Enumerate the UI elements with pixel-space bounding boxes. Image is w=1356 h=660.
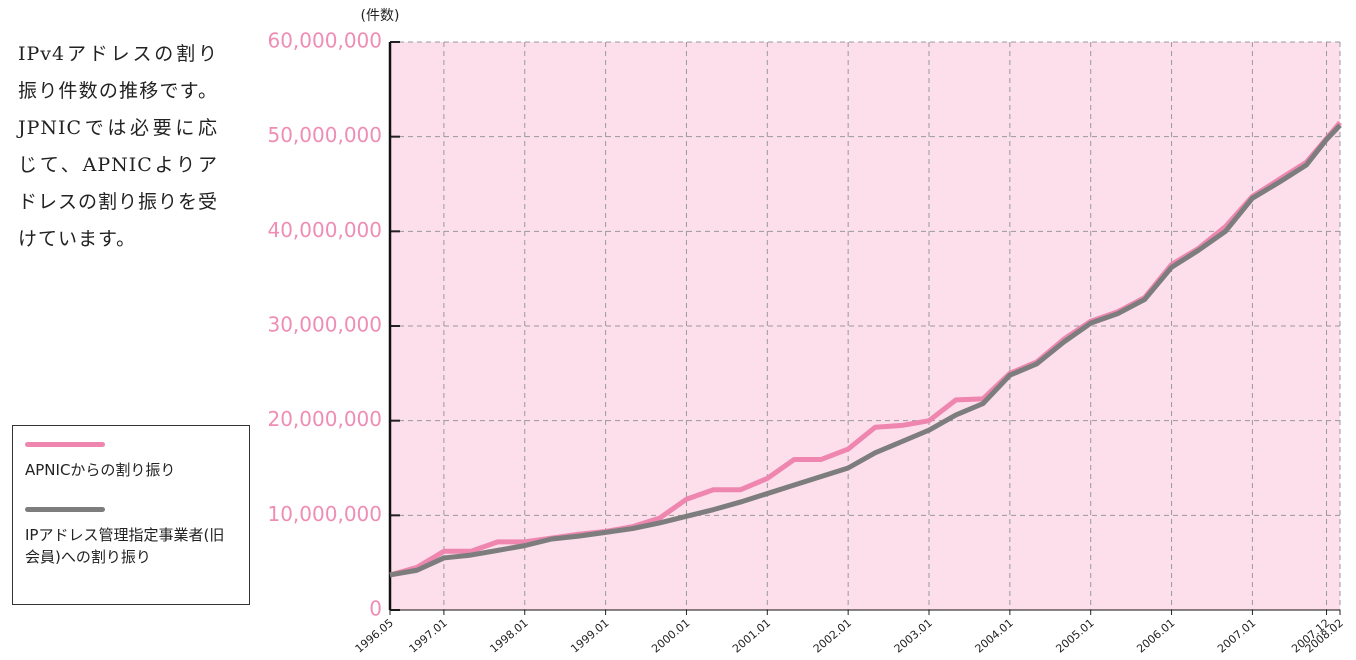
x-tick-label: 1999.01 [568, 616, 611, 655]
y-axis-label: (件数) [361, 8, 400, 24]
x-tick-label: 2005.01 [1053, 616, 1096, 655]
y-tick-label: 0 [369, 597, 382, 621]
legend-label: APNICからの割り振り [25, 461, 176, 479]
x-tick-label: 2001.01 [730, 616, 773, 655]
x-tick-label: 1996.05 [353, 616, 396, 655]
x-tick-label: 2006.01 [1134, 616, 1177, 655]
y-tick-label: 10,000,000 [267, 502, 382, 526]
x-tick-label: 1998.01 [487, 616, 530, 655]
legend-swatch [25, 442, 105, 447]
y-tick-label: 30,000,000 [267, 313, 382, 337]
legend-item: APNICからの割り振り [25, 442, 237, 481]
x-tick-label: 2000.01 [649, 616, 692, 655]
legend-item: IPアドレス管理指定事業者(旧会員)への割り振り [25, 507, 237, 568]
x-tick-label: 1997.01 [407, 616, 450, 655]
y-tick-label: 50,000,000 [267, 123, 382, 147]
y-tick-label: 20,000,000 [267, 407, 382, 431]
x-tick-label: 2002.01 [811, 616, 854, 655]
x-tick-label: 2007.01 [1215, 616, 1258, 655]
legend-swatch [25, 507, 105, 512]
description: IPv4アドレスの割り振り件数の推移です。JPNICでは必要に応じて、APNIC… [18, 43, 219, 250]
y-tick-label: 60,000,000 [267, 29, 382, 53]
y-tick-label: 40,000,000 [267, 218, 382, 242]
plot-background [390, 42, 1340, 610]
legend-label: IPアドレス管理指定事業者(旧会員)への割り振り [25, 526, 225, 566]
series-line [389, 123, 1342, 578]
x-tick-label: 2003.01 [892, 616, 935, 655]
x-tick-label: 2004.01 [973, 616, 1016, 655]
legend: APNICからの割り振り IPアドレス管理指定事業者(旧会員)への割り振り [12, 425, 250, 605]
